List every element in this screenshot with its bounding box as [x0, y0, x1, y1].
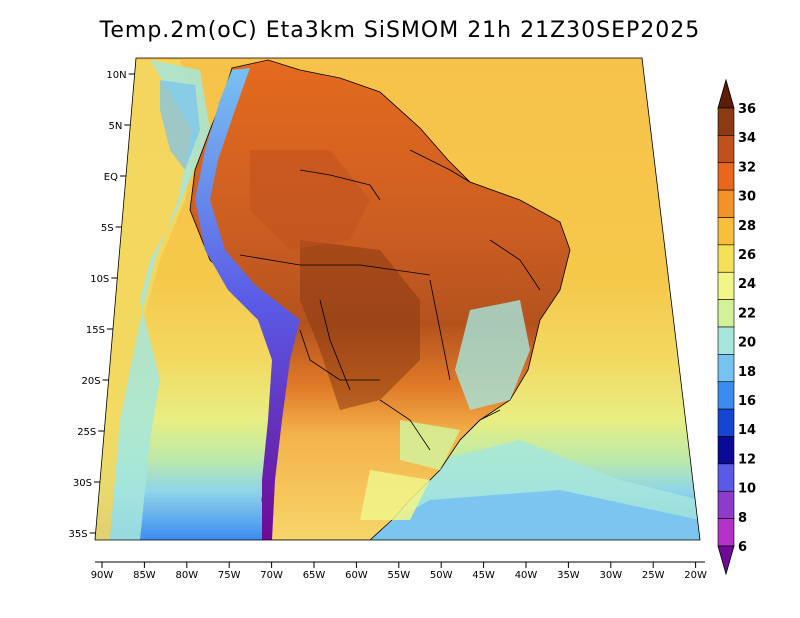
colorbar-block	[717, 490, 735, 519]
lat-tick-label: 5S	[101, 223, 114, 234]
southeast-highlands	[455, 300, 530, 410]
colorbar-label: 24	[738, 277, 756, 292]
colorbar-block	[717, 436, 735, 465]
colorbar-label: 10	[738, 482, 756, 497]
latitude-axis: 10N 5N EQ 5S 10S 15S 20S 25S 30S 35S	[69, 70, 135, 540]
lat-tick-label: 30S	[73, 478, 92, 489]
colorbar-block	[717, 217, 735, 246]
colorbar-block	[717, 271, 735, 300]
colorbar-label: 34	[738, 131, 756, 146]
lon-tick-label: 35W	[557, 570, 580, 581]
colorbar-label: 30	[738, 190, 756, 205]
longitude-axis: 90W 85W 80W 75W 70W 65W 60W 55W 50W 45W 40W 35W 30W 2…	[91, 562, 707, 581]
lon-tick-label: 70W	[260, 570, 283, 581]
lat-tick-label: 15S	[86, 325, 105, 336]
colorbar-block	[717, 299, 735, 328]
colorbar-label: 36	[738, 102, 756, 117]
lat-tick-label: 35S	[69, 529, 88, 540]
colorbar-block	[717, 381, 735, 410]
colorbar-label: 16	[738, 394, 756, 409]
lon-tick-label: 25W	[642, 570, 665, 581]
colorbar-block	[717, 162, 735, 191]
lat-tick-label: 25S	[77, 427, 96, 438]
lon-tick-label: 20W	[684, 570, 707, 581]
map-title: Temp.2m(oC) Eta3km SiSMOM 21h 21Z30SEP20…	[99, 18, 701, 43]
colorbar-overflow-triangle	[717, 78, 735, 109]
lat-tick-label: EQ	[104, 172, 118, 183]
lon-tick-label: 45W	[472, 570, 495, 581]
lon-tick-label: 30W	[599, 570, 622, 581]
lon-tick-label: 40W	[515, 570, 538, 581]
colorbar-label: 6	[738, 540, 747, 555]
lon-tick-label: 50W	[430, 570, 453, 581]
lat-tick-label: 10S	[90, 274, 109, 285]
colorbar-block	[717, 354, 735, 383]
lat-tick-label: 5N	[108, 121, 122, 132]
lon-tick-label: 75W	[218, 570, 241, 581]
colorbar-block	[717, 463, 735, 492]
colorbar-block	[717, 518, 735, 547]
colorbar-block	[717, 189, 735, 218]
lon-tick-label: 65W	[303, 570, 326, 581]
colorbar-block	[717, 107, 735, 136]
colorbar-label: 18	[738, 365, 756, 380]
colorbar-label: 12	[738, 452, 756, 467]
lat-tick-label: 20S	[82, 376, 101, 387]
map-domain	[95, 58, 700, 540]
pacific-cool-water-coast	[110, 60, 210, 540]
colorbar-label: 26	[738, 248, 756, 263]
lon-tick-label: 55W	[387, 570, 410, 581]
andes-cold-strip	[195, 68, 300, 540]
colorbar-block	[717, 408, 735, 437]
colorbar-label: 22	[738, 306, 756, 321]
colorbar-block	[717, 244, 735, 273]
colorbar-underflow-triangle	[717, 545, 735, 576]
colorbar-label: 8	[738, 511, 747, 526]
colorbar-label: 20	[738, 336, 756, 351]
colorbar-label: 32	[738, 160, 756, 175]
lon-tick-label: 80W	[175, 570, 198, 581]
lon-tick-label: 60W	[345, 570, 368, 581]
temperature-colorbar: 36 34 32 30 28 26 24 22 20 18 16 14 12 10 8 6	[717, 78, 756, 576]
lon-tick-label: 90W	[91, 570, 114, 581]
colorbar-label: 14	[738, 423, 756, 438]
map-frame	[94, 57, 701, 541]
colorbar-block	[717, 135, 735, 164]
colorbar-label: 28	[738, 219, 756, 234]
lon-tick-label: 85W	[133, 570, 156, 581]
lat-tick-label: 10N	[106, 70, 126, 81]
hot-core-region	[300, 240, 420, 410]
colorbar-block	[717, 326, 735, 355]
country-borders	[239, 149, 541, 451]
